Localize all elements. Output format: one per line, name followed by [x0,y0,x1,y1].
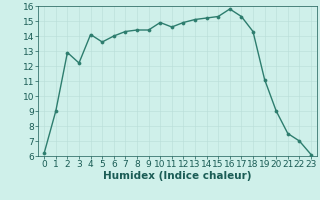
X-axis label: Humidex (Indice chaleur): Humidex (Indice chaleur) [103,171,252,181]
